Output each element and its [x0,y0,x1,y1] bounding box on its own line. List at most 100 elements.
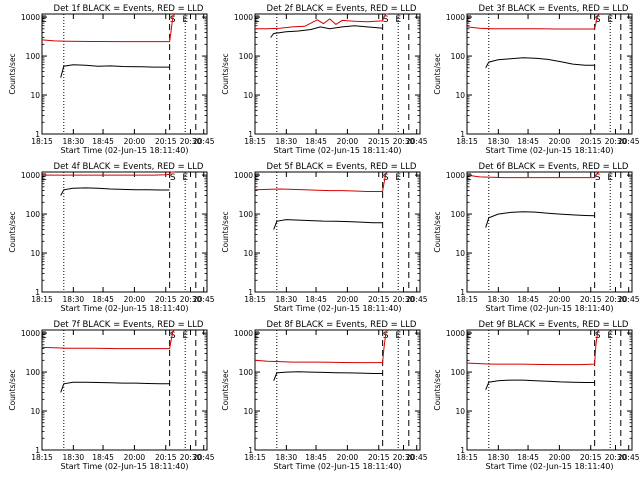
y-tick-label: 100 [239,52,254,61]
event-marker-e: E [182,331,188,341]
chart-title: Det 6f BLACK = Events, RED = LLD [479,162,629,172]
series-line-events [273,219,383,230]
chart-title: Det 7f BLACK = Events, RED = LLD [54,320,204,330]
y-axis-label: Counts/sec [433,211,442,252]
event-marker-e: E [41,331,47,341]
event-marker-e: E [466,15,472,25]
y-tick-label: 10 [243,249,253,258]
x-tick-label: 20:30 [393,137,415,146]
y-tick-label: 1000 [234,13,253,22]
y-axis-label: Counts/sec [433,53,442,94]
series-line-lld [466,329,600,366]
y-tick-label: 100 [26,368,41,377]
y-tick-label: 10 [455,407,465,416]
y-tick-label: 10 [30,91,40,100]
x-tick-label: 20:30 [180,295,202,304]
x-tick-label: 20:15 [155,295,177,304]
x-tick-label: 20:15 [580,453,602,462]
event-marker-e: E [254,173,260,183]
y-tick-label: 100 [26,52,41,61]
x-tick-label: 18:15 [244,295,266,304]
series-line-lld [255,13,388,30]
x-tick-label: 18:45 [305,295,327,304]
series-line-events [60,64,170,78]
chart-title: Det 5f BLACK = Events, RED = LLD [267,162,417,172]
event-marker-s: S [383,173,389,183]
chart-panel-2: Det 2f BLACK = Events, RED = LLD 1 10 100 10… [221,4,428,155]
event-marker-e: E [41,173,47,183]
y-tick-label: 1000 [234,171,253,180]
event-marker-e: E [607,15,613,25]
x-axis-label: Start Time (02-Jun-15 18:11:40) [61,146,189,155]
x-tick-label: 20:00 [337,137,359,146]
x-tick-label: 18:15 [456,295,478,304]
x-tick-label: 20:45 [618,137,640,146]
y-tick-label: 1 [248,446,253,455]
series-line-lld [41,329,175,350]
y-tick-label: 1 [460,446,465,455]
x-tick-label: 18:45 [517,453,539,462]
x-tick-label: 20:15 [155,453,177,462]
y-tick-label: 1 [35,288,40,297]
event-marker-e: E [254,331,260,341]
series-line-lld [466,171,600,179]
x-tick-label: 20:00 [337,453,359,462]
x-tick-label: 20:00 [337,295,359,304]
y-tick-label: 1 [460,288,465,297]
x-tick-label: 20:00 [549,137,571,146]
y-tick-label: 100 [26,210,41,219]
y-tick-label: 10 [30,407,40,416]
x-tick-label: 20:45 [618,295,640,304]
y-tick-label: 100 [451,210,466,219]
series-line-events [270,25,383,38]
y-tick-label: 1000 [446,329,465,338]
x-tick-label: 18:45 [92,295,114,304]
event-marker-s: S [170,173,176,183]
series-line-lld [254,171,388,192]
y-tick-label: 1000 [21,171,40,180]
event-marker-s: S [595,15,601,25]
event-marker-e: E [182,173,188,183]
y-axis-label: Counts/sec [8,369,17,410]
x-tick-label: 20:15 [155,137,177,146]
plot-frame [41,13,208,135]
x-tick-label: 18:30 [276,453,298,462]
plot-frame [254,329,421,451]
y-axis-label: Counts/sec [8,211,17,252]
series-line-lld [466,13,600,30]
chart-panel-6: Det 6f BLACK = Events, RED = LLD 1 10 100 10… [433,162,640,313]
y-tick-label: 1000 [21,329,40,338]
x-tick-label: 18:30 [488,295,510,304]
x-tick-label: 18:45 [517,295,539,304]
x-axis-label: Start Time (02-Jun-15 18:11:40) [486,304,614,313]
x-tick-label: 20:30 [180,137,202,146]
chart-title: Det 2f BLACK = Events, RED = LLD [267,4,417,14]
x-axis-label: Start Time (02-Jun-15 18:11:40) [274,146,402,155]
x-tick-label: 18:45 [517,137,539,146]
chart-title: Det 3f BLACK = Events, RED = LLD [479,4,629,14]
plot-frame [466,171,633,293]
x-tick-label: 20:15 [580,295,602,304]
y-tick-label: 100 [239,368,254,377]
series-line-events [60,187,170,196]
event-marker-e: E [182,15,188,25]
event-marker-s: S [170,331,176,341]
x-tick-label: 20:00 [124,295,146,304]
x-axis-label: Start Time (02-Jun-15 18:11:40) [61,462,189,471]
event-marker-s: S [383,15,389,25]
x-tick-label: 18:30 [276,295,298,304]
x-tick-label: 18:30 [488,137,510,146]
chart-panel-3: Det 3f BLACK = Events, RED = LLD 1 10 100 10… [433,4,640,155]
x-tick-label: 18:30 [488,453,510,462]
event-marker-s: S [595,331,601,341]
plot-frame [41,171,208,293]
x-tick-label: 18:15 [456,137,478,146]
x-tick-label: 20:45 [406,295,428,304]
plot-frame [466,329,633,451]
chart-panel-5: Det 5f BLACK = Events, RED = LLD 1 10 100 10… [221,162,428,313]
x-tick-label: 18:30 [63,453,85,462]
y-tick-label: 1 [248,130,253,139]
x-tick-label: 18:15 [31,295,53,304]
